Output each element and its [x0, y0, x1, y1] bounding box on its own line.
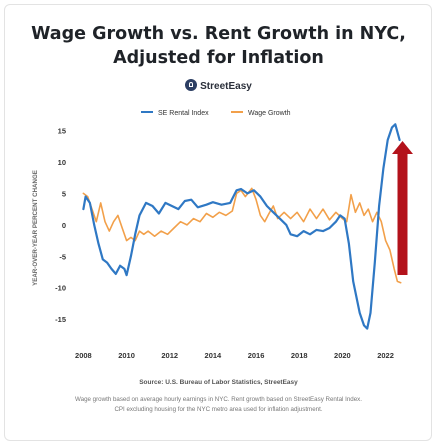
title-line-2: Adjusted for Inflation — [113, 48, 324, 68]
y-tick-label: -5 — [59, 252, 66, 261]
legend: SE Rental Index Wage Growth — [141, 110, 291, 117]
red-arrow-head-icon — [392, 141, 413, 154]
y-tick-label: -15 — [55, 315, 66, 324]
x-tick-label: 2008 — [75, 351, 92, 360]
annotations — [392, 141, 413, 275]
y-tick-label: 0 — [62, 221, 66, 230]
axis-ticks: 15 10 5 0 -5 -10 -15 2008 2010 2012 2014 2016 2018 20… — [55, 127, 394, 360]
legend-label-se-rental-index: SE Rental Index — [158, 110, 209, 117]
y-tick-label: -10 — [55, 284, 66, 293]
legend-label-wage-growth: Wage Growth — [248, 110, 291, 117]
x-tick-label: 2020 — [334, 351, 351, 360]
x-tick-label: 2010 — [118, 351, 135, 360]
source-text: Source: U.S. Bureau of Labor Statistics,… — [139, 379, 298, 386]
y-tick-label: 10 — [58, 158, 66, 167]
brand-logo: StreetEasy — [0, 79, 437, 92]
x-tick-label: 2022 — [377, 351, 394, 360]
series-lines — [82, 123, 402, 330]
x-tick-label: 2018 — [291, 351, 308, 360]
methodology-note-line-2: CPI excluding housing for the NYC metro … — [114, 406, 323, 413]
x-tick-label: 2014 — [205, 351, 223, 360]
x-tick-label: 2012 — [161, 351, 178, 360]
y-tick-label: 15 — [58, 127, 66, 136]
title-line-1: Wage Growth vs. Rent Growth in NYC, — [31, 24, 406, 44]
y-tick-label: 5 — [62, 189, 66, 198]
wage-growth-line — [82, 187, 402, 284]
chart-card — [4, 4, 432, 441]
y-axis-label: YEAR-OVER-YEAR PERCENT CHANGE — [32, 170, 39, 286]
chart-title: Wage Growth vs. Rent Growth in NYC, Adju… — [0, 22, 437, 70]
streeteasy-logo-icon — [185, 79, 198, 91]
se-rental-index-line — [82, 123, 401, 330]
y-axis-label-group: YEAR-OVER-YEAR PERCENT CHANGE — [32, 170, 39, 286]
red-arrow-shaft — [397, 152, 408, 275]
methodology-note-line-1: Wage growth based on average hourly earn… — [75, 396, 362, 403]
x-tick-label: 2016 — [248, 351, 265, 360]
brand-name: StreetEasy — [200, 81, 252, 92]
